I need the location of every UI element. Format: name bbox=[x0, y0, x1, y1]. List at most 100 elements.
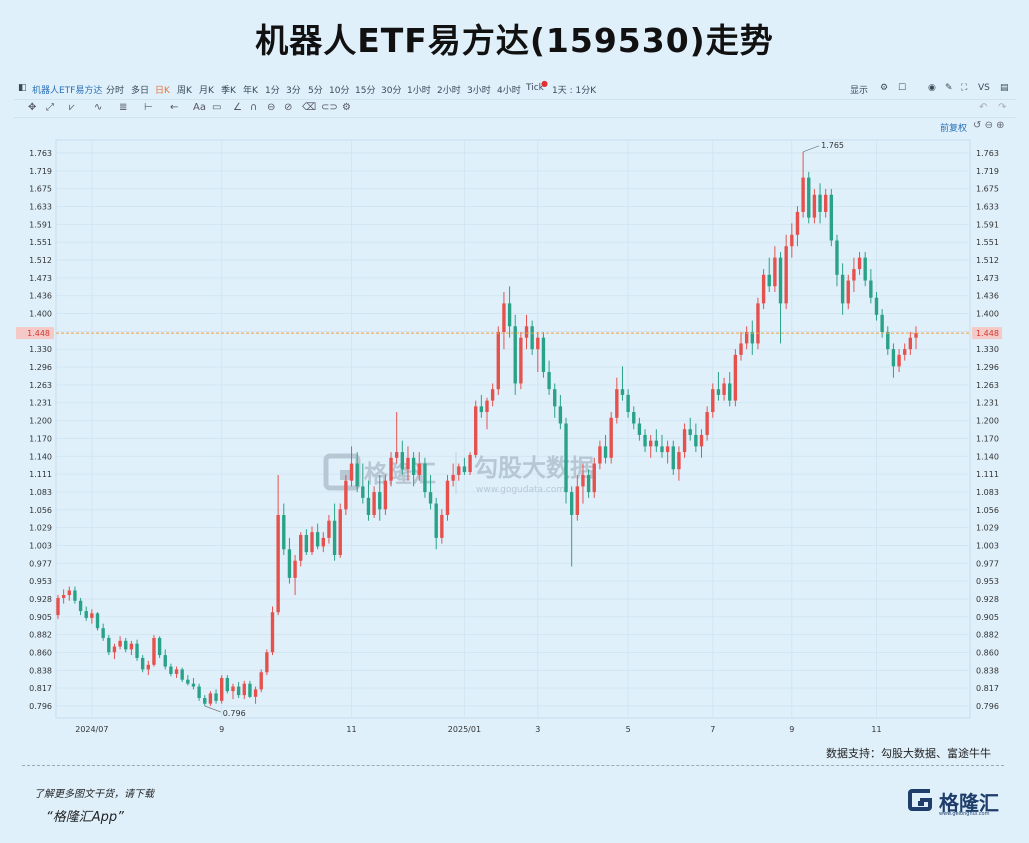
y-tick-label-left: 0.928 bbox=[29, 595, 52, 604]
candle bbox=[338, 503, 342, 558]
candle bbox=[886, 326, 890, 355]
trash-icon[interactable]: ⌫ bbox=[302, 102, 317, 113]
wave-icon[interactable]: ∿ bbox=[94, 102, 103, 113]
candle-body bbox=[129, 643, 134, 650]
y-tick-label-left: 0.953 bbox=[29, 577, 52, 586]
candle bbox=[180, 667, 184, 682]
candle-body bbox=[671, 446, 675, 470]
y-axis-right: 1.763 1.719 1.675 1.633 1.591 1.551 1.512 1.473… bbox=[976, 149, 999, 711]
magnet-icon[interactable]: ∩ bbox=[250, 102, 258, 113]
zoom-controls[interactable]: ↺ ⊖ ⊕ bbox=[973, 120, 1005, 131]
redo-icon[interactable]: ↷ bbox=[998, 102, 1007, 113]
candle-body bbox=[394, 452, 399, 458]
period-tab[interactable]: 30分 bbox=[381, 86, 402, 96]
candle-body bbox=[293, 560, 297, 578]
candle bbox=[632, 406, 636, 430]
candle-body bbox=[818, 194, 822, 212]
candle bbox=[490, 383, 495, 407]
measure-icon[interactable]: ⊢ bbox=[144, 102, 153, 113]
candle bbox=[778, 251, 783, 344]
fullscreen-icon[interactable]: ⛶ bbox=[961, 83, 968, 93]
instrument-name[interactable]: 机器人ETF易方达 bbox=[32, 86, 103, 96]
period-tab[interactable]: 周K bbox=[177, 86, 192, 96]
candle-body bbox=[773, 257, 777, 287]
sidebar-toggle-icon[interactable]: ◧ bbox=[18, 83, 27, 93]
y-tick-label-right: 1.551 bbox=[976, 238, 999, 247]
y-tick-label-left: 1.231 bbox=[29, 399, 52, 408]
ruler-icon[interactable]: ∠ bbox=[233, 102, 242, 113]
fib-icon[interactable]: ≣ bbox=[119, 102, 128, 113]
period-tab[interactable]: 3分 bbox=[286, 86, 301, 96]
candle bbox=[129, 640, 134, 656]
candle bbox=[744, 326, 749, 350]
undo-icon[interactable]: ↶ bbox=[979, 102, 988, 113]
candle-body bbox=[835, 240, 839, 275]
candle-body bbox=[203, 697, 207, 704]
candle-body bbox=[451, 474, 455, 481]
period-tab[interactable]: 1分 bbox=[265, 86, 280, 96]
period-tab[interactable]: 4小时 bbox=[497, 86, 521, 96]
display-menu[interactable]: 显示 bbox=[850, 86, 869, 96]
period-tab[interactable]: 15分 bbox=[355, 86, 376, 96]
x-tick-label: 9 bbox=[219, 725, 224, 734]
logo-g-icon bbox=[908, 789, 932, 811]
candle bbox=[558, 394, 563, 430]
period-dropdown[interactable]: 1天 : 1分K bbox=[552, 86, 597, 96]
period-tab[interactable]: 10分 bbox=[329, 86, 350, 96]
candle-body bbox=[626, 394, 630, 413]
y-tick-label-right: 0.882 bbox=[976, 631, 999, 640]
candle-body bbox=[107, 637, 111, 653]
y-tick-label-left: 0.817 bbox=[29, 684, 52, 693]
channel-icon[interactable]: ⩗ bbox=[69, 102, 75, 113]
candle-body bbox=[795, 211, 800, 235]
crosshair-icon[interactable]: ✥ bbox=[28, 102, 37, 113]
hide-icon[interactable]: ⊘ bbox=[284, 102, 293, 113]
pen-icon[interactable]: ✎ bbox=[945, 83, 953, 93]
zoom-in-icon[interactable]: ⊕ bbox=[996, 120, 1005, 131]
trendline-icon[interactable]: ⤢ bbox=[46, 102, 54, 113]
period-tab[interactable]: 年K bbox=[243, 86, 258, 96]
candle-body bbox=[823, 194, 828, 212]
period-tab[interactable]: 1小时 bbox=[407, 86, 431, 96]
arrow-icon[interactable]: ← bbox=[170, 102, 179, 113]
compare-button[interactable]: VS bbox=[978, 83, 990, 93]
adjust-mode[interactable]: 前复权 bbox=[940, 124, 968, 134]
period-tab[interactable]: 多日 bbox=[131, 86, 150, 96]
candle bbox=[400, 440, 405, 475]
note-icon[interactable]: ▭ bbox=[212, 102, 222, 113]
period-tab[interactable]: 3小时 bbox=[467, 86, 491, 96]
candle bbox=[73, 586, 77, 604]
candle-body bbox=[84, 611, 88, 618]
y-tick-label-left: 1.512 bbox=[29, 256, 52, 265]
y-tick-label-right: 0.860 bbox=[976, 648, 999, 657]
link-icon[interactable]: ⊂⊃ bbox=[321, 102, 338, 113]
period-tab[interactable]: 季K bbox=[221, 86, 236, 96]
period-tab[interactable]: 5分 bbox=[308, 86, 323, 96]
period-tab[interactable]: Tick bbox=[526, 83, 544, 93]
layout-icon[interactable]: ☐ bbox=[898, 83, 907, 93]
candle-body bbox=[914, 333, 918, 338]
text-tool[interactable]: Aa bbox=[193, 102, 206, 113]
reset-icon[interactable]: ↺ bbox=[973, 120, 982, 131]
panel-icon[interactable]: ▤ bbox=[1000, 83, 1009, 93]
camera-icon[interactable]: ◉ bbox=[928, 83, 936, 93]
period-tab[interactable]: 分时 bbox=[106, 86, 125, 96]
candle bbox=[586, 469, 591, 498]
lock-icon[interactable]: ⊖ bbox=[267, 102, 276, 113]
period-tab[interactable]: 月K bbox=[199, 86, 214, 96]
candle bbox=[908, 331, 913, 355]
settings-icon[interactable]: ⚙ bbox=[880, 83, 889, 93]
period-tab-selected[interactable]: 日K bbox=[155, 86, 170, 96]
candle bbox=[355, 452, 359, 493]
candle bbox=[626, 389, 630, 418]
x-tick-label: 9 bbox=[789, 725, 794, 734]
zoom-out-icon[interactable]: ⊖ bbox=[984, 120, 993, 131]
chart-title: 机器人ETF易方达(159530)走势 bbox=[255, 21, 774, 60]
candle-body bbox=[253, 689, 258, 697]
period-tab[interactable]: 2小时 bbox=[437, 86, 461, 96]
y-tick-label-left: 1.633 bbox=[29, 203, 52, 212]
candle-body bbox=[750, 331, 754, 344]
candle-body bbox=[592, 463, 596, 493]
options-icon[interactable]: ⚙ bbox=[342, 102, 351, 113]
